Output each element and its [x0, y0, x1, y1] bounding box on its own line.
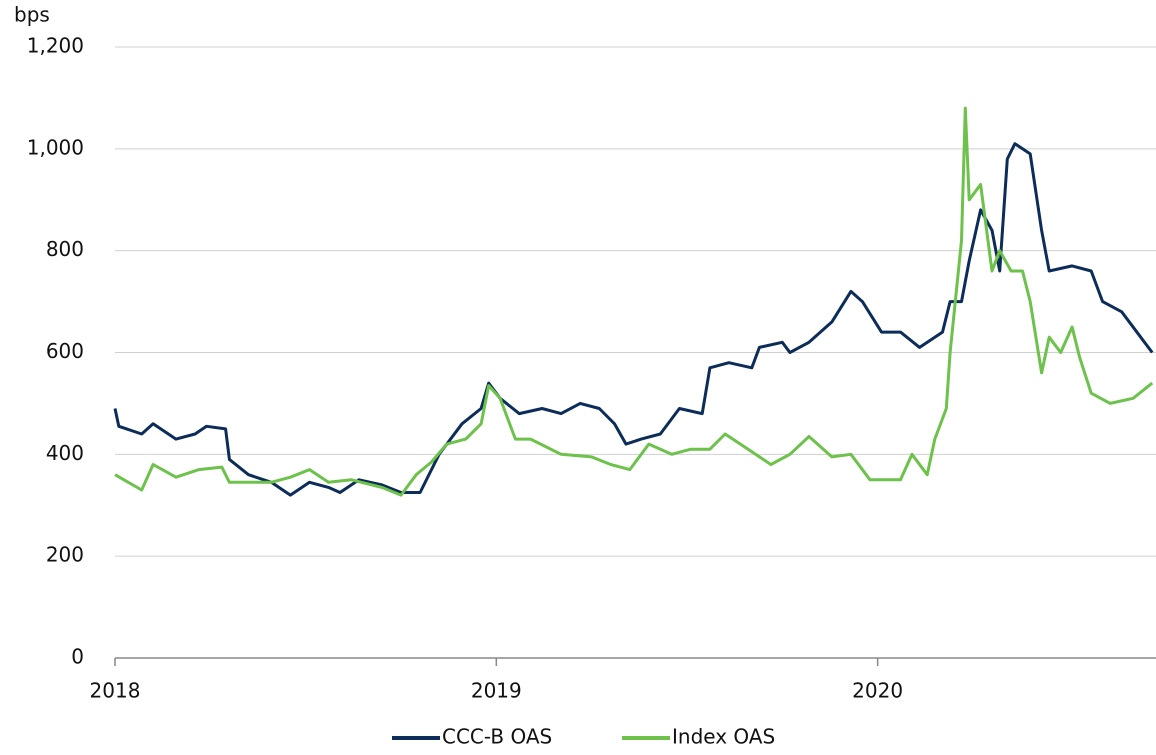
legend-label: Index OAS [672, 725, 775, 749]
y-tick-label: 400 [46, 441, 84, 465]
x-tick-label: 2019 [471, 679, 522, 703]
y-tick-label: 0 [71, 645, 84, 669]
x-tick-label: 2018 [90, 679, 141, 703]
legend-label: CCC-B OAS [442, 725, 552, 749]
series-line [113, 142, 1154, 497]
y-tick-label: 200 [46, 543, 84, 567]
x-tick-label: 2020 [852, 679, 903, 703]
y-axis-label: bps [14, 3, 50, 27]
y-tick-label: 1,000 [27, 135, 84, 159]
series-line [114, 106, 1154, 497]
y-tick-label: 600 [46, 339, 84, 363]
y-tick-label: 1,200 [27, 34, 84, 58]
y-tick-label: 800 [46, 237, 84, 261]
